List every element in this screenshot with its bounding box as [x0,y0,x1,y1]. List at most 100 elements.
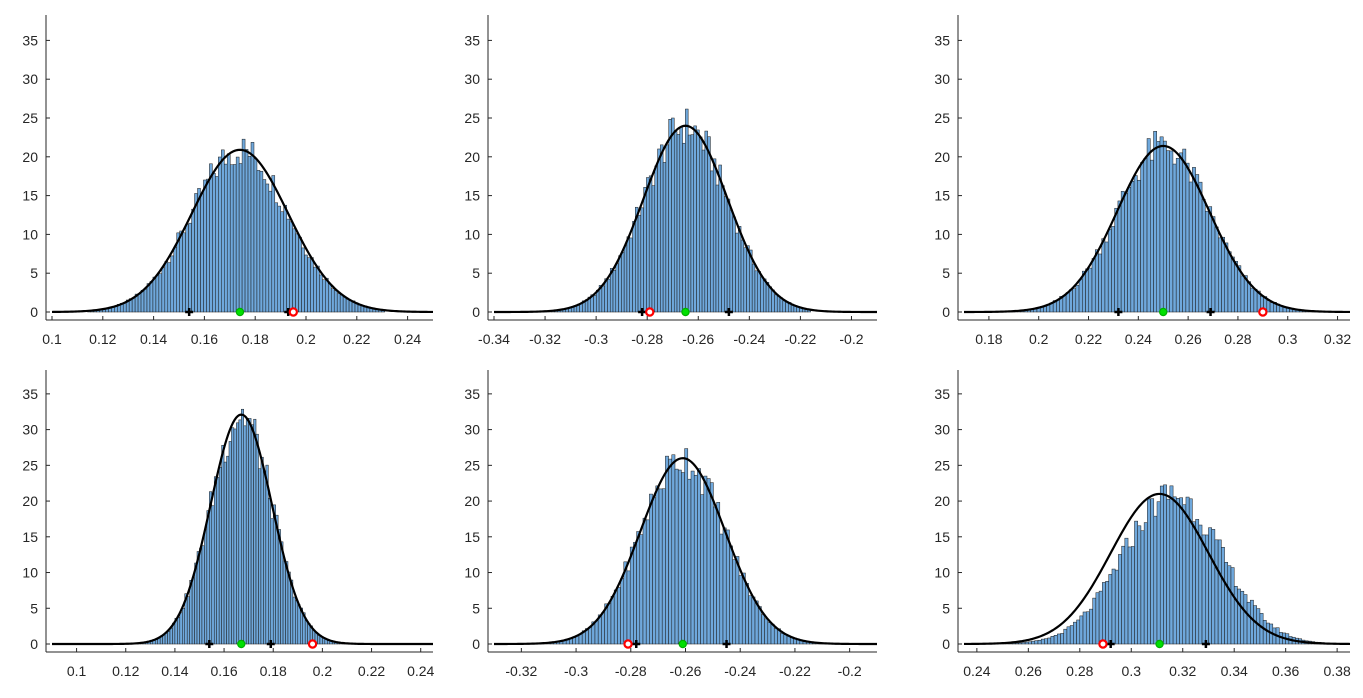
histogram-bar [1117,200,1122,313]
y-tick-label: 20 [464,149,480,165]
y-tick-label: 10 [22,226,38,242]
histogram-bar [295,233,299,313]
x-tick-label: 0.22 [1075,331,1102,347]
histogram-bar [754,600,759,645]
histogram-bar [260,456,264,645]
black-plus-marker [266,640,275,648]
histogram-bar [626,570,631,645]
histogram-bar [640,207,644,313]
subplot-3: 0 5 10 15 20 25 30 35 0.18 0.2 0.22 0.24 0.26 0.28 0.3… [934,15,1351,347]
histogram-bar [307,257,311,313]
histogram-bar [1063,628,1068,645]
y-tick-label: 10 [934,226,950,242]
y-tick-label: 10 [464,565,480,581]
histogram-bar [704,130,708,313]
y-tick-label: 0 [942,636,950,652]
histogram-bar [1037,639,1042,645]
histogram-bar [342,296,347,313]
histogram-bar [179,612,183,645]
y-tick-label: 20 [22,493,38,509]
histogram-bar [1078,279,1083,313]
histogram-bar [149,281,154,313]
histogram-bar [1162,140,1167,313]
y-tick-label: 30 [934,71,950,87]
normal-fit-curve [494,457,877,646]
y-tick-label: 25 [934,110,950,126]
histogram-bar [1060,633,1064,645]
histogram-bar [1089,608,1093,645]
histogram-bar [1192,521,1196,645]
red-circle-marker [288,307,298,317]
histogram-bar [679,126,683,313]
histogram-bar [197,188,201,313]
histogram-bar [272,504,276,645]
histogram-bar [1137,179,1141,313]
x-tick-label: 0.2 [296,331,316,347]
y-tick-label: 20 [934,149,950,165]
y-tick-label: 30 [464,71,480,87]
histogram-bar [1040,638,1045,645]
green-circle-marker [235,307,245,317]
x-tick-label: 0.32 [1324,331,1351,347]
y-tick-label: 0 [472,636,480,652]
histogram-bar [1153,131,1158,313]
histogram-bar [1195,519,1200,645]
histogram-bar [286,218,290,313]
histogram-bar [712,158,717,313]
histogram-bar [1114,569,1119,645]
histogram-bar [339,294,344,313]
histogram-bar [1233,586,1238,645]
histogram-bar [615,263,619,313]
y-tick-label: 5 [942,265,950,281]
histogram-bar [665,144,669,313]
histogram-bar [282,560,286,645]
histogram-bar [221,445,225,645]
histogram-bar [1230,256,1235,313]
x-tick-label: 0.14 [161,663,188,679]
histogram-bar [621,252,625,313]
y-tick-label: 25 [464,457,480,473]
histogram-bar [233,428,237,645]
histogram-bar [238,163,243,313]
histogram-bar [726,198,731,313]
red-circle-marker [623,639,633,649]
histogram-bar [725,529,730,645]
red-circle-marker [645,307,655,317]
histogram-bar [253,418,257,645]
histogram-bar [194,193,198,313]
x-tick-label: 0.38 [1324,663,1351,679]
x-tick-label: 0.18 [975,331,1002,347]
histogram-bar [1121,545,1126,645]
histogram-bar [687,134,692,313]
histogram-bar [301,247,305,313]
histogram-bar [732,559,737,645]
histogram-bar [1218,237,1222,313]
histogram-bar [241,138,246,313]
histogram-bar [224,163,228,313]
x-tick-label: 0.36 [1272,663,1299,679]
x-tick-label: -0.26 [682,331,714,347]
black-plus-marker [724,308,733,316]
histogram-bar [740,239,745,313]
histogram-bar [182,232,186,313]
histogram-bar [693,125,697,313]
histogram-bar [1150,159,1154,313]
histogram-bar [648,175,653,313]
histogram-bar [188,222,192,313]
histogram-bar [319,274,323,313]
histogram-bar [1124,192,1128,313]
histogram-bar [1053,635,1058,645]
histogram-bar [1227,565,1232,645]
y-tick-label: 0 [30,304,38,320]
histogram-bar [635,206,639,313]
histogram-bar [1166,150,1170,313]
histogram-bar [655,485,660,645]
histogram-bar [1127,546,1132,645]
histogram-bar [1062,295,1067,313]
histogram-bar [297,604,301,645]
histogram-bar [770,623,775,645]
histogram-bar [785,302,789,313]
histogram-bar [213,476,217,645]
histogram-bar [682,142,686,313]
histogram-bar [277,205,281,313]
